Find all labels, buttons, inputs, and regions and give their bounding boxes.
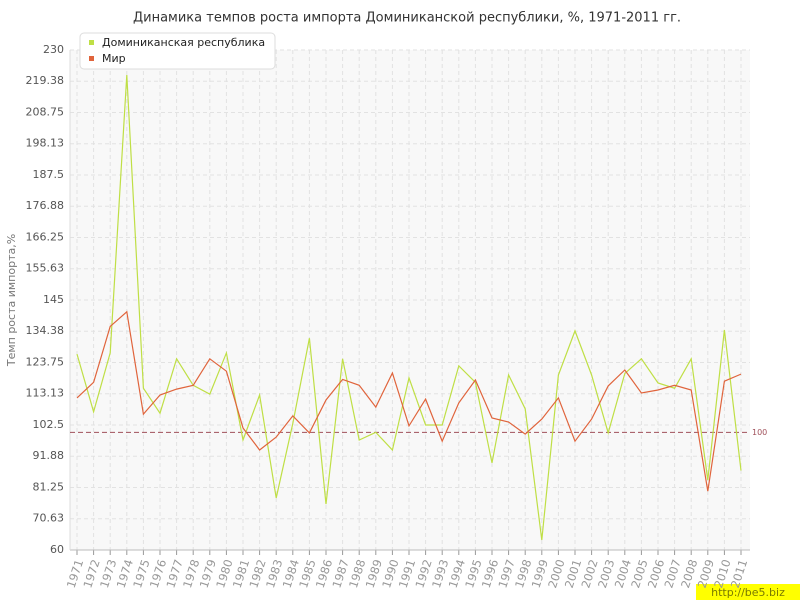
reference-label: 100: [752, 428, 767, 437]
y-tick-label: 187.5: [33, 168, 65, 181]
y-tick-label: 176.88: [26, 199, 65, 212]
y-tick-label: 123.75: [26, 356, 65, 369]
legend-label: Доминиканская республика: [102, 36, 265, 49]
y-tick-label: 91.88: [33, 449, 65, 462]
watermark-bg: [696, 584, 800, 600]
legend: Доминиканская республика Мир: [79, 32, 276, 70]
y-tick-label: 113.13: [26, 387, 65, 400]
y-tick-label: 155.63: [26, 262, 65, 275]
y-tick-label: 70.63: [33, 512, 65, 525]
y-axis-label: Темп роста импорта,%: [5, 234, 18, 367]
watermark: http://be5.biz: [711, 586, 785, 599]
legend-marker: [89, 40, 94, 45]
y-tick-label: 60: [50, 543, 64, 556]
series-line: [76, 74, 742, 541]
y-tick-label: 145: [43, 293, 64, 306]
y-tick-label: 208.75: [26, 106, 65, 119]
y-tick-label: 81.25: [33, 481, 65, 494]
legend-marker: [89, 56, 94, 61]
chart-title: Динамика темпов роста импорта Доминиканс…: [133, 11, 681, 26]
legend-box: [79, 32, 276, 70]
legend-label: Мир: [102, 52, 126, 65]
y-tick-label: 102.5: [33, 418, 65, 431]
y-tick-label: 134.38: [26, 324, 65, 337]
y-tick-label: 219.38: [26, 74, 65, 87]
y-tick-label: 198.13: [26, 137, 65, 150]
y-tick-label: 230: [43, 43, 64, 56]
series-line: [76, 310, 742, 492]
y-tick-label: 166.25: [26, 231, 65, 244]
